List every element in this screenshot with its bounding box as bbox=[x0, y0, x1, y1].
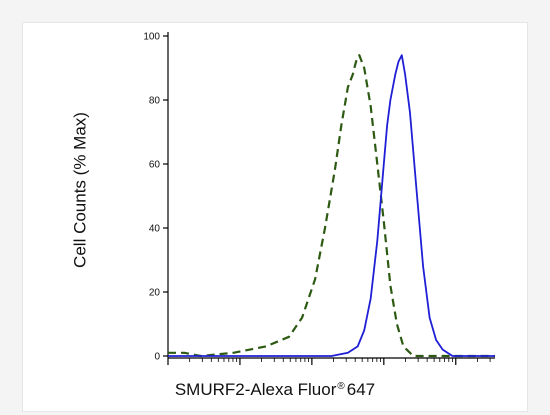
y-tick-label: 60 bbox=[149, 160, 161, 171]
y-tick-label: 20 bbox=[149, 288, 161, 299]
x-axis-label-tail: 647 bbox=[346, 380, 376, 399]
series-line-dashed bbox=[168, 54, 495, 358]
x-axis-label: SMURF2-Alexa Fluor® 647 bbox=[0, 380, 550, 400]
y-tick-label: 0 bbox=[154, 352, 160, 363]
x-axis-label-main: SMURF2-Alexa Fluor bbox=[174, 380, 337, 399]
y-tick-label: 80 bbox=[149, 96, 161, 107]
y-tick-label: 40 bbox=[149, 224, 161, 235]
series-line-solid bbox=[168, 54, 495, 357]
y-tick-label: 100 bbox=[143, 32, 160, 43]
y-axis-label: Cell Counts (% Max) bbox=[70, 112, 89, 268]
figure-panel bbox=[22, 22, 528, 412]
registered-mark: ® bbox=[337, 381, 345, 392]
